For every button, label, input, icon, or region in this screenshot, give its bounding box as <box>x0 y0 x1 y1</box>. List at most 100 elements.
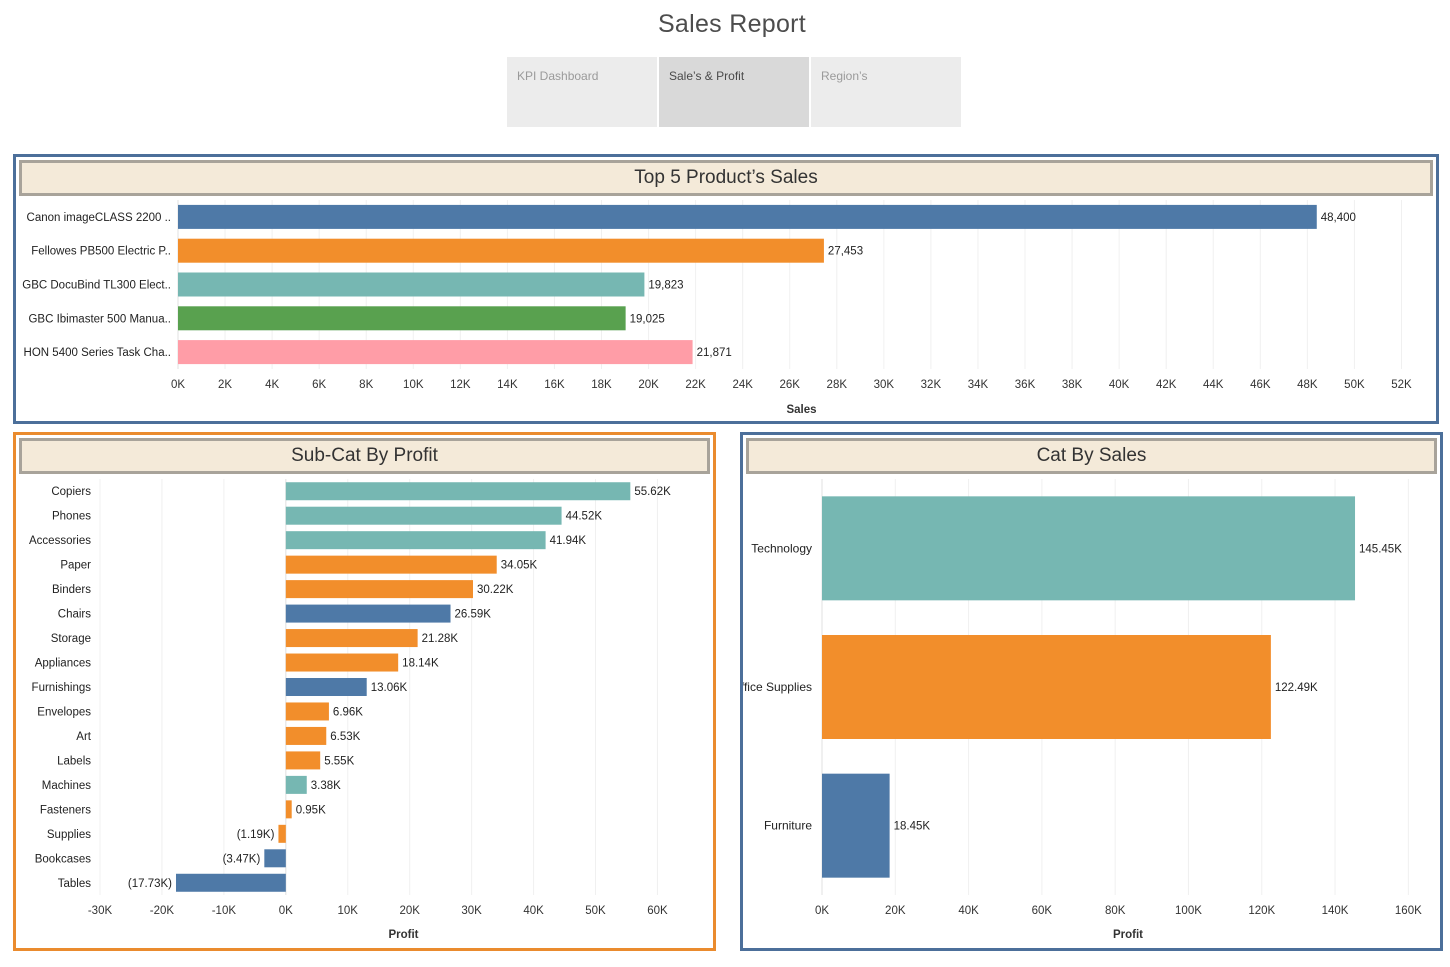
x-tick-label: 10K <box>403 379 424 391</box>
x-tick-label: 42K <box>1156 379 1177 391</box>
product-label: Canon imageCLASS 2200 .. <box>27 212 171 224</box>
navigation-tabs: KPI Dashboard Sale’s & Profit Region’s <box>507 57 963 127</box>
x-tick-label: 12K <box>450 379 471 391</box>
x-tick-label: 40K <box>1109 379 1130 391</box>
report-title: Sales Report <box>657 10 807 38</box>
x-tick-label: 28K <box>827 379 848 391</box>
data-label: 41.94K <box>550 535 587 547</box>
product-label: Fellowes PB500 Electric P.. <box>31 246 171 258</box>
data-label: 19,025 <box>630 313 665 325</box>
category-label: Technology <box>751 541 812 555</box>
subcat-bar <box>285 751 321 770</box>
x-tick-label: 40K <box>523 905 544 917</box>
subcat-bar <box>285 506 562 525</box>
data-label: 18.14K <box>402 658 439 670</box>
subcat-label: Art <box>76 731 92 743</box>
x-tick-label: 52K <box>1391 379 1412 391</box>
data-label: 48,400 <box>1321 212 1356 224</box>
category-bar <box>822 773 890 878</box>
subcat-bar <box>175 873 286 892</box>
subcat-label: Binders <box>52 584 91 596</box>
subcat-label: Phones <box>52 511 91 523</box>
x-tick-label: 2K <box>218 379 232 391</box>
subcat-label: Accessories <box>29 535 91 547</box>
subcat-bar <box>285 702 329 721</box>
x-tick-label: 6K <box>312 379 326 391</box>
category-bar <box>822 496 1356 601</box>
x-tick-label: 24K <box>732 379 753 391</box>
tab-regions[interactable]: Region’s <box>811 57 961 127</box>
data-label: 26.59K <box>455 609 492 621</box>
x-tick-label: 120K <box>1248 905 1275 917</box>
data-label: 19,823 <box>648 280 683 292</box>
x-tick-label: 100K <box>1175 905 1202 917</box>
data-label: 27,453 <box>828 246 863 258</box>
subcat-label: Envelopes <box>37 706 91 718</box>
subcat-label: Fasteners <box>40 804 91 816</box>
x-tick-label: 22K <box>685 379 706 391</box>
x-tick-label: 44K <box>1203 379 1224 391</box>
subcat-bar <box>285 580 473 599</box>
data-label: 5.55K <box>324 755 354 767</box>
subcat-label: Furnishings <box>32 682 92 694</box>
x-tick-label: 60K <box>647 905 668 917</box>
subcat-label: Tables <box>58 878 91 890</box>
cat-sales-chart: 0K 20K 40K 60K 80K 100K 120K 140K 160K Profit Tech… <box>743 479 1422 941</box>
data-label: 122.49K <box>1275 682 1318 694</box>
x-tick-label: 0K <box>279 905 293 917</box>
subcat-bar <box>285 629 418 648</box>
cat-sales-panel: 0K 20K 40K 60K 80K 100K 120K 140K 160K Profit Tech… <box>740 432 1443 951</box>
x-tick-label: 20K <box>885 905 906 917</box>
data-label: 34.05K <box>501 560 538 572</box>
subcat-bar <box>285 531 546 550</box>
x-tick-label: 26K <box>780 379 801 391</box>
subcat-bar <box>285 555 497 574</box>
x-tick-label: 18K <box>591 379 612 391</box>
x-tick-label: -30K <box>88 905 113 917</box>
subcat-label: Storage <box>51 633 91 645</box>
subcat-bar <box>285 775 307 794</box>
category-bar <box>822 635 1271 739</box>
x-tick-label: 0K <box>815 905 829 917</box>
x-tick-label: 40K <box>958 905 979 917</box>
data-label: (1.19K) <box>237 829 275 841</box>
x-tick-label: 20K <box>638 379 659 391</box>
subcat-profit-chart: -30K -20K -10K 0K 10K 20K 30K 40K 50K 60K Profit Co… <box>29 479 671 941</box>
x-tick-label: 48K <box>1297 379 1318 391</box>
subcat-label: Paper <box>60 560 91 572</box>
x-tick-label: 0K <box>171 379 185 391</box>
x-tick-label: 36K <box>1015 379 1036 391</box>
subcat-label: Copiers <box>51 486 91 498</box>
product-label: GBC DocuBind TL300 Elect.. <box>22 280 171 292</box>
data-label: 18.45K <box>894 821 931 833</box>
tab-sales-profit[interactable]: Sale’s & Profit <box>659 57 809 127</box>
cat-sales-title: Cat By Sales <box>746 438 1437 474</box>
x-tick-label: 30K <box>461 905 482 917</box>
x-tick-label: 50K <box>585 905 606 917</box>
x-tick-label: 160K <box>1395 905 1422 917</box>
x-tick-label: -10K <box>212 905 237 917</box>
subcat-bar <box>285 653 399 672</box>
top-products-chart: 0K 2K 4K 6K 8K 10K 12K 14K 16K 18K 20K 22K 24K 26K 28K… <box>22 200 1412 416</box>
category-label: Furniture <box>764 819 812 833</box>
subcat-label: Bookcases <box>35 853 92 865</box>
subcat-label: Supplies <box>47 829 91 841</box>
top-products-title: Top 5 Product’s Sales <box>19 160 1433 196</box>
x-axis-title: Profit <box>388 929 418 941</box>
product-bar <box>178 238 824 263</box>
data-label: 3.38K <box>311 780 341 792</box>
subcat-bar <box>285 482 631 501</box>
data-label: 21.28K <box>422 633 459 645</box>
x-tick-label: 80K <box>1105 905 1126 917</box>
subcat-label: Labels <box>57 755 91 767</box>
x-tick-label: 20K <box>399 905 420 917</box>
subcat-profit-panel: -30K -20K -10K 0K 10K 20K 30K 40K 50K 60K Profit Co… <box>13 432 716 951</box>
subcat-bar <box>285 726 327 745</box>
product-bar <box>178 306 626 331</box>
data-label: (3.47K) <box>223 853 261 865</box>
x-tick-label: 32K <box>921 379 942 391</box>
x-tick-label: 4K <box>265 379 279 391</box>
x-tick-label: -20K <box>150 905 175 917</box>
tab-kpi-dashboard[interactable]: KPI Dashboard <box>507 57 657 127</box>
subcat-bar <box>278 824 286 843</box>
